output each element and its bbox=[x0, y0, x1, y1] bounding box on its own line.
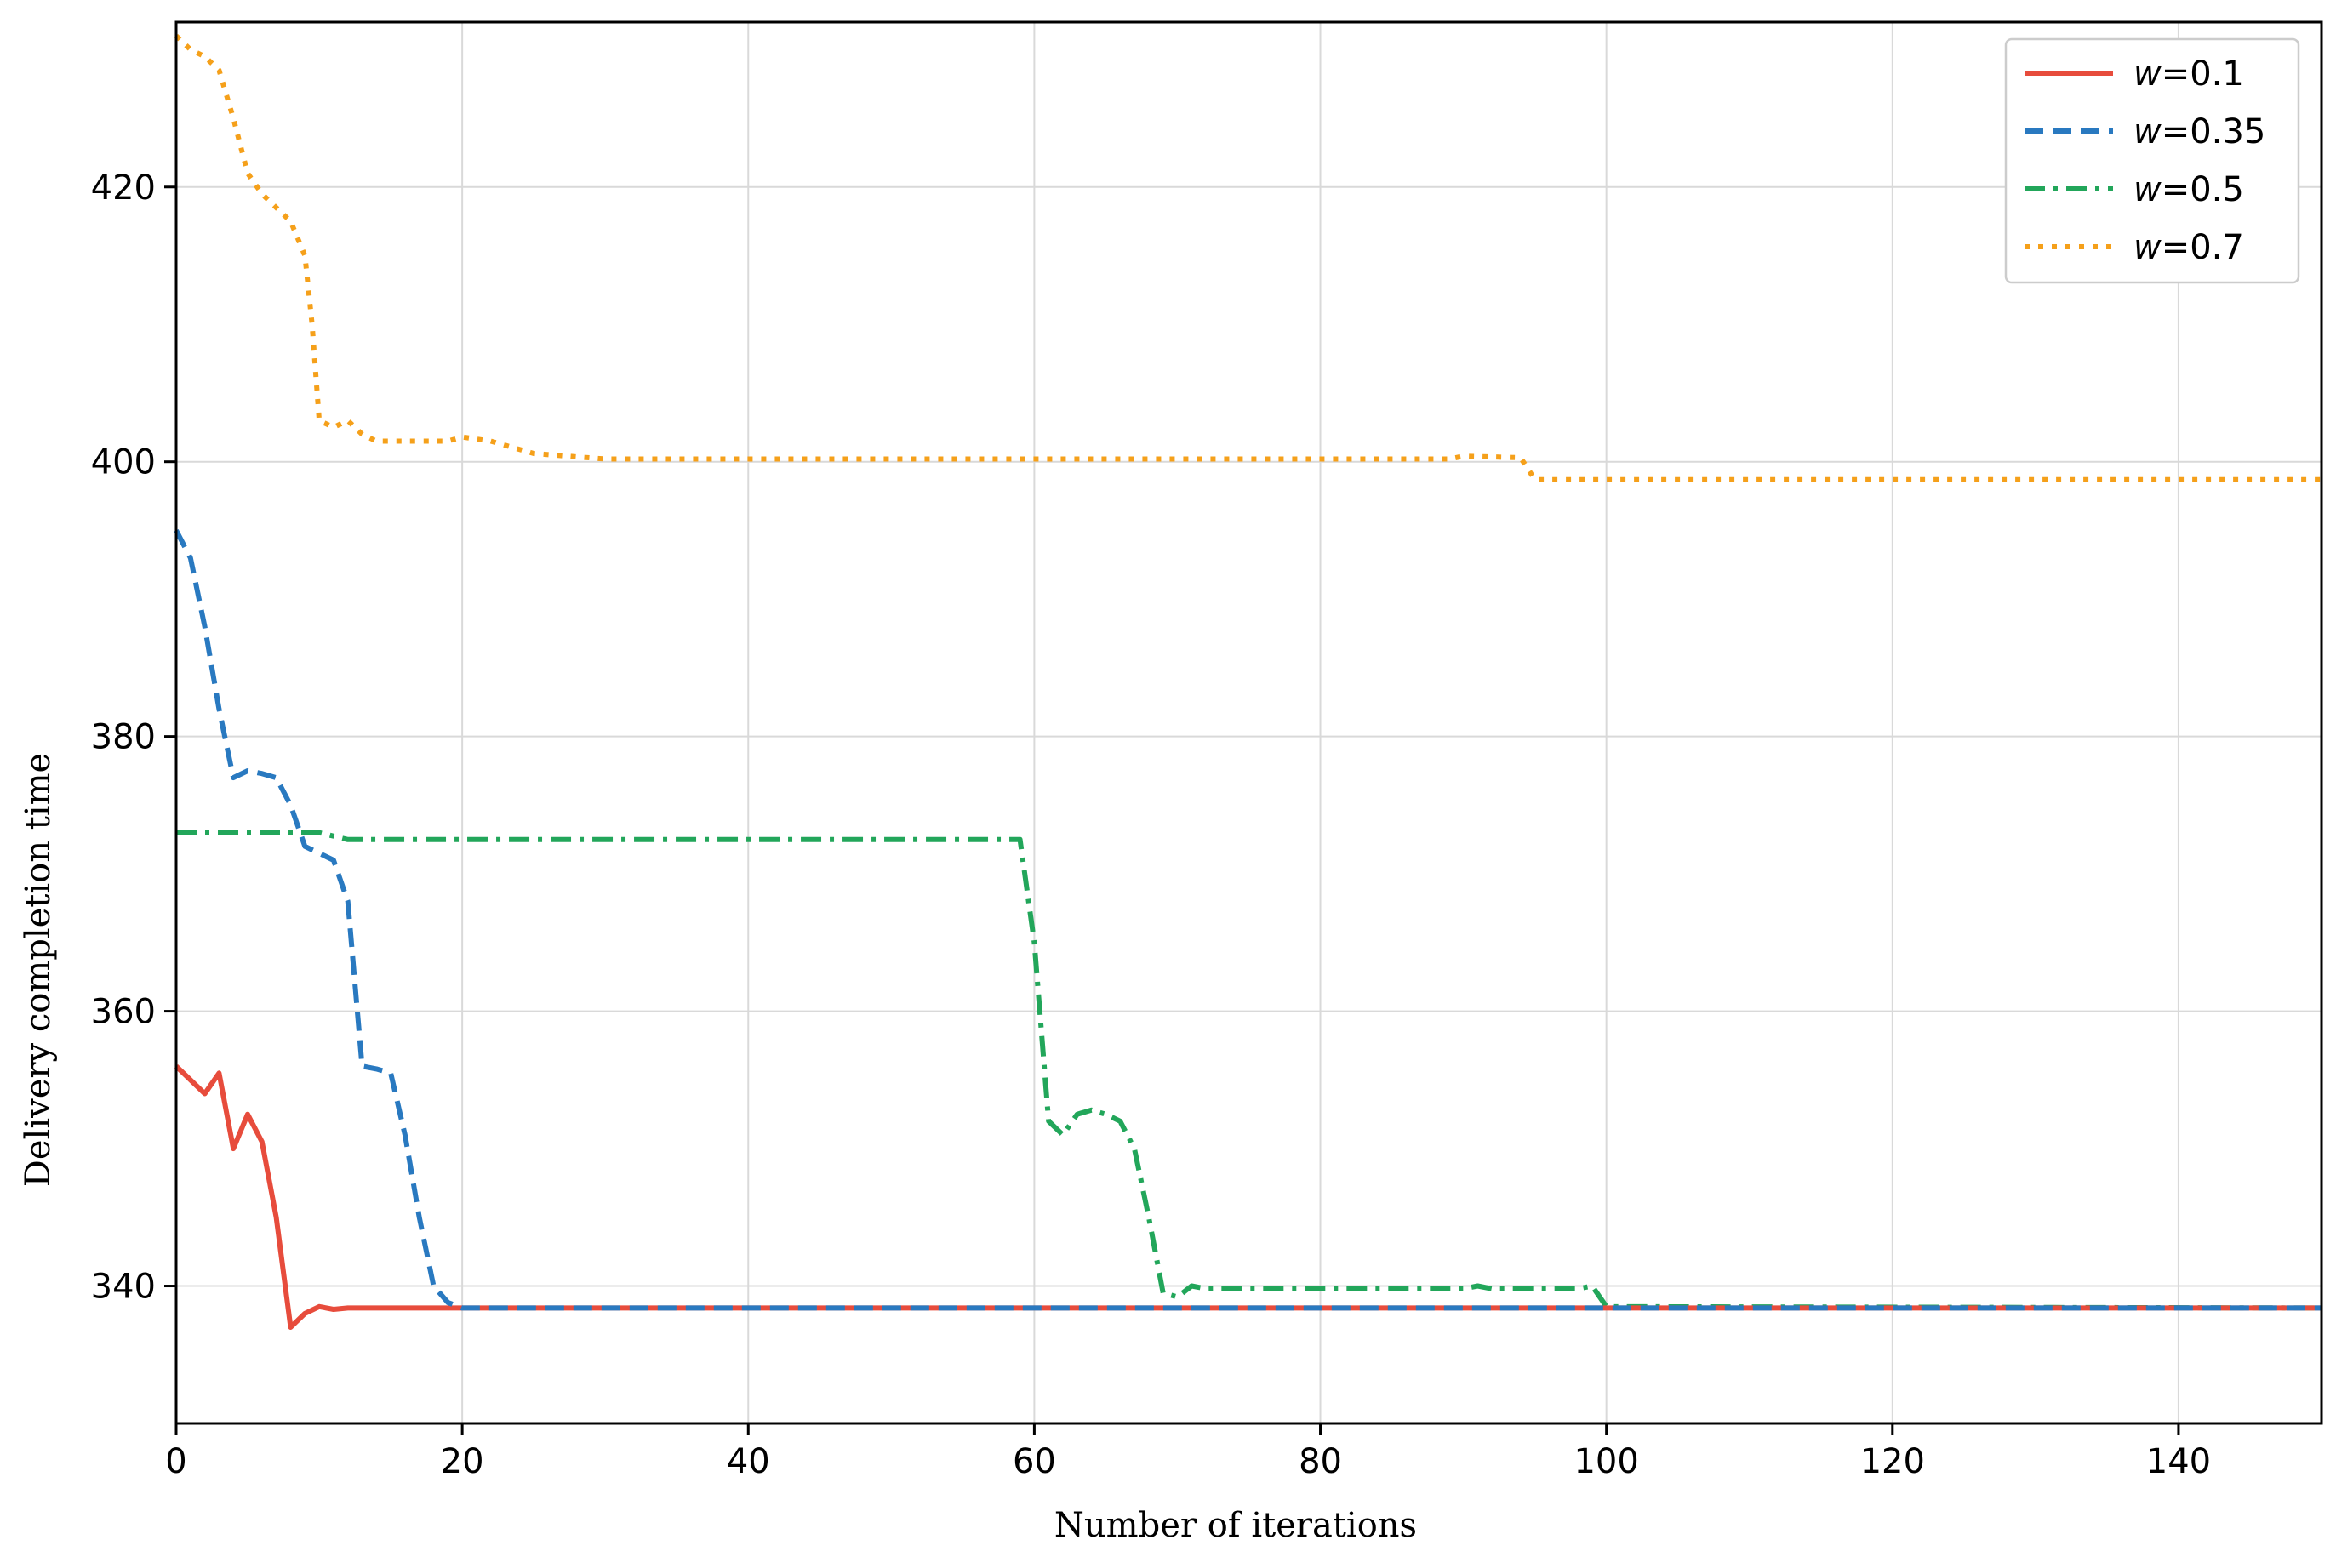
x-axis-title: Number of iterations bbox=[1054, 1506, 1417, 1545]
x-tick-label: 100 bbox=[1574, 1442, 1638, 1481]
legend-entry: w=0.1 bbox=[2133, 54, 2244, 94]
y-axis-title: Delivery completion time bbox=[19, 753, 58, 1187]
axis-ticks: 0 20 40 60 80 100 120 140 340 360 380 400 420 bbox=[91, 168, 2211, 1481]
x-tick-label: 60 bbox=[1013, 1442, 1056, 1481]
legend-entry: w=0.7 bbox=[2133, 228, 2244, 267]
series-line-w=0.1 bbox=[174, 1064, 2322, 1330]
y-tick-label: 380 bbox=[91, 718, 156, 757]
series-lines bbox=[174, 33, 2322, 1330]
x-tick-label: 80 bbox=[1299, 1442, 1342, 1481]
y-tick-label: 400 bbox=[91, 443, 156, 482]
series-line-w=0.7 bbox=[174, 33, 2322, 482]
legend-frame bbox=[2004, 37, 2300, 284]
legend-entry: w=0.5 bbox=[2133, 170, 2244, 209]
plot-frame bbox=[174, 20, 2323, 1425]
legend: w=0.1 w=0.35 w=0.5 w=0.7 bbox=[2004, 37, 2300, 284]
y-tick-label: 360 bbox=[91, 993, 156, 1032]
x-tick-label: 140 bbox=[2146, 1442, 2211, 1481]
x-tick-label: 20 bbox=[441, 1442, 484, 1481]
y-tick-label: 420 bbox=[91, 168, 156, 208]
series-line-w=0.5 bbox=[176, 830, 2322, 1311]
y-tick-label: 340 bbox=[91, 1268, 156, 1307]
x-tick-label: 40 bbox=[727, 1442, 770, 1481]
grid bbox=[175, 22, 2322, 1423]
legend-entry: w=0.35 bbox=[2133, 112, 2265, 151]
x-tick-label: 0 bbox=[165, 1442, 186, 1481]
x-tick-label: 120 bbox=[1860, 1442, 1925, 1481]
series-line-w=0.35 bbox=[174, 529, 2322, 1311]
